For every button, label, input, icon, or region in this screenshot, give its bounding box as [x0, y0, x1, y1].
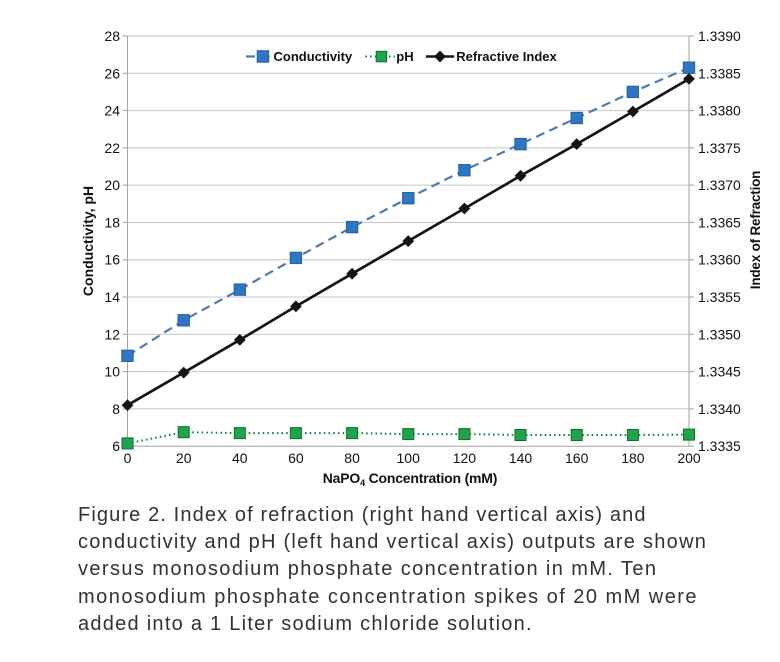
- svg-text:120: 120: [453, 450, 477, 466]
- svg-text:100: 100: [397, 450, 421, 466]
- svg-text:160: 160: [565, 450, 589, 466]
- svg-text:1.3335: 1.3335: [698, 438, 741, 454]
- svg-text:40: 40: [232, 450, 248, 466]
- svg-text:180: 180: [621, 450, 645, 466]
- svg-text:80: 80: [344, 450, 360, 466]
- svg-text:1.3345: 1.3345: [698, 364, 741, 380]
- svg-text:1.3340: 1.3340: [698, 401, 741, 417]
- svg-text:200: 200: [677, 450, 701, 466]
- svg-text:12: 12: [104, 326, 120, 342]
- svg-text:Index of Refraction: Index of Refraction: [748, 171, 763, 289]
- svg-text:1.3350: 1.3350: [698, 326, 741, 342]
- svg-text:Conductivity, pH: Conductivity, pH: [80, 186, 96, 296]
- svg-text:24: 24: [104, 103, 120, 119]
- svg-text:Refractive Index: Refractive Index: [456, 49, 557, 64]
- svg-text:1.3370: 1.3370: [698, 177, 741, 193]
- svg-text:1.3355: 1.3355: [698, 289, 741, 305]
- svg-text:1.3390: 1.3390: [698, 28, 741, 44]
- svg-text:16: 16: [104, 252, 120, 268]
- svg-text:6: 6: [112, 438, 120, 454]
- svg-text:1.3365: 1.3365: [698, 215, 741, 231]
- svg-text:NaPO4 Concentration (mM): NaPO4 Concentration (mM): [323, 470, 497, 488]
- svg-text:60: 60: [288, 450, 304, 466]
- svg-text:20: 20: [176, 450, 192, 466]
- svg-text:Conductivity: Conductivity: [274, 49, 353, 64]
- svg-text:pH: pH: [396, 49, 413, 64]
- svg-text:28: 28: [104, 28, 120, 44]
- svg-text:8: 8: [112, 401, 120, 417]
- svg-text:14: 14: [104, 289, 120, 305]
- svg-text:1.3375: 1.3375: [698, 140, 741, 156]
- svg-text:20: 20: [104, 177, 120, 193]
- svg-text:140: 140: [509, 450, 533, 466]
- svg-text:18: 18: [104, 215, 120, 231]
- svg-text:26: 26: [104, 65, 120, 81]
- svg-text:1.3380: 1.3380: [698, 103, 741, 119]
- svg-text:1.3360: 1.3360: [698, 252, 741, 268]
- svg-text:1.3385: 1.3385: [698, 65, 741, 81]
- svg-text:0: 0: [124, 450, 132, 466]
- svg-text:22: 22: [104, 140, 120, 156]
- svg-text:10: 10: [104, 364, 120, 380]
